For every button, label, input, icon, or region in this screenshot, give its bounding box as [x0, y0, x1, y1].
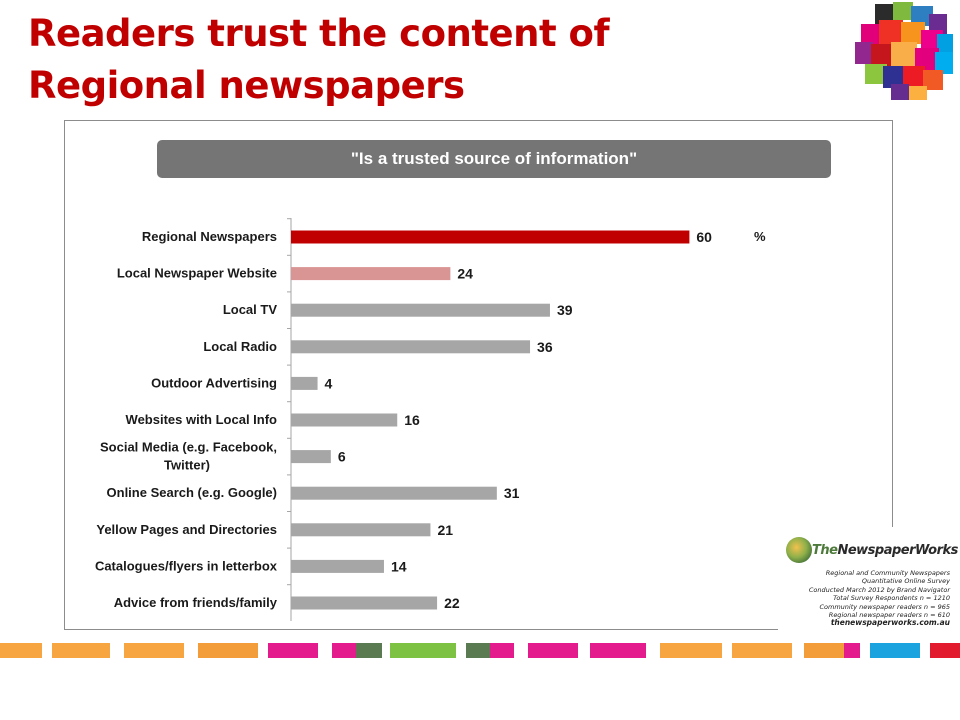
bar [291, 559, 384, 573]
category-label: Online Search (e.g. Google) [107, 485, 277, 500]
data-label: 6 [338, 449, 346, 465]
source-note: Regional and Community Newspapers [825, 569, 950, 577]
strip-segment [198, 643, 258, 658]
brand-name-the: The [812, 543, 838, 558]
chart-frame [64, 120, 893, 630]
bar [291, 413, 398, 427]
bar [291, 303, 550, 317]
category-label: Catalogues/flyers in letterbox [95, 558, 278, 573]
data-label: 21 [437, 522, 453, 538]
strip-segment [844, 643, 860, 658]
source-notes: Regional and Community Newspapers Quanti… [809, 569, 950, 628]
newspaperworks-globe-icon [786, 537, 812, 563]
strip-segment [660, 643, 722, 658]
strip-segment [356, 643, 382, 658]
data-label: 31 [504, 485, 520, 501]
source-url[interactable]: thenewspaperworks.com.au [830, 618, 950, 628]
strip-segment [528, 643, 578, 658]
source-note: Community newspaper readers n = 965 [819, 602, 951, 611]
category-label: Local Newspaper Website [117, 266, 277, 281]
data-label: 24 [457, 266, 473, 282]
strip-segment [732, 643, 792, 658]
mosaic-logo [855, 2, 953, 100]
category-label: Social Media (e.g. Facebook, Twitter) [100, 440, 277, 473]
question-banner: "Is a trusted source of information" [157, 140, 831, 178]
data-label: 16 [404, 412, 420, 428]
category-label: Local Radio [203, 339, 277, 354]
category-label: Advice from friends/family [114, 595, 278, 610]
strip-segment [804, 643, 844, 658]
bar [291, 376, 318, 390]
strip-segment [930, 643, 960, 658]
bar [291, 450, 331, 464]
data-label: 22 [444, 595, 460, 611]
bar [291, 596, 438, 610]
unit-label: % [754, 229, 766, 244]
bar [291, 230, 690, 244]
brand-name: TheNewspaperWorks [812, 543, 958, 558]
brand-name-rest: NewspaperWorks [837, 543, 958, 558]
strip-segment [268, 643, 318, 658]
data-label: 14 [391, 558, 407, 574]
category-label: Regional Newspapers [142, 229, 277, 244]
source-note: Quantitative Online Survey [861, 577, 950, 586]
category-label-line: Twitter) [164, 458, 210, 473]
source-note: Conducted March 2012 by Brand Navigator [808, 585, 950, 594]
strip-segment [870, 643, 920, 658]
strip-segment [390, 643, 456, 658]
bar [291, 486, 497, 500]
source-note: Regional newspaper readers n = 610 [828, 611, 950, 620]
decorative-color-strip [0, 643, 960, 658]
strip-segment [332, 643, 356, 658]
strip-segment [466, 643, 490, 658]
bar [291, 267, 451, 281]
category-label: Yellow Pages and Directories [96, 522, 277, 537]
strip-segment [52, 643, 110, 658]
data-label: 4 [325, 375, 333, 391]
category-label-line: Social Media (e.g. Facebook, [100, 440, 277, 455]
category-label: Outdoor Advertising [151, 375, 277, 390]
category-label: Local TV [223, 302, 278, 317]
data-label: 36 [537, 339, 553, 355]
data-label: 60 [696, 229, 712, 245]
source-note: Total Survey Respondents n = 1210 [833, 594, 950, 603]
category-label: Websites with Local Info [126, 412, 278, 427]
bar [291, 523, 431, 537]
source-panel: TheNewspaperWorks Regional and Community… [778, 527, 960, 645]
slide-title: Readers trust the content of Regional ne… [28, 12, 610, 107]
bar [291, 340, 531, 354]
data-label: 39 [557, 302, 573, 318]
strip-segment [490, 643, 514, 658]
strip-segment [0, 643, 42, 658]
strip-segment [124, 643, 184, 658]
strip-segment [590, 643, 646, 658]
